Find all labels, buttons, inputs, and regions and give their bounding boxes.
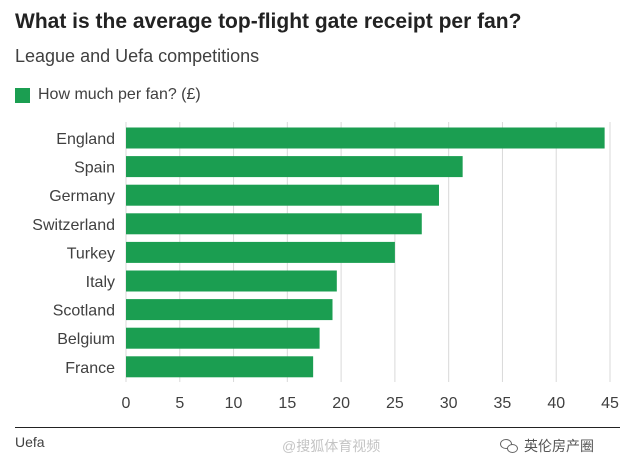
x-tick-label-45: 45 (601, 395, 619, 412)
category-label-germany: Germany (49, 188, 115, 205)
bar-france (126, 356, 314, 378)
category-label-italy: Italy (86, 274, 115, 291)
x-tick-label-35: 35 (494, 395, 512, 412)
bar-belgium (126, 327, 320, 349)
wechat-icon (500, 439, 518, 453)
chart-legend: How much per fan? (£) (15, 86, 201, 104)
category-label-spain: Spain (74, 160, 115, 177)
x-tick-label-20: 20 (332, 395, 350, 412)
x-tick-label-25: 25 (386, 395, 404, 412)
x-tick-label-15: 15 (278, 395, 296, 412)
bar-turkey (126, 241, 395, 263)
chart-title: What is the average top-flight gate rece… (15, 10, 522, 33)
category-label-france: France (65, 360, 115, 377)
bar-italy (126, 270, 337, 292)
category-label-switzerland: Switzerland (32, 217, 115, 234)
watermark-right-label: 英伦房产圈 (524, 438, 594, 454)
x-tick-label-10: 10 (225, 395, 243, 412)
legend-swatch (15, 87, 30, 103)
bar-scotland (126, 299, 333, 321)
bar-switzerland (126, 213, 422, 235)
bar-england (126, 127, 605, 149)
watermark-right: 英伦房产圈 (500, 436, 594, 456)
category-label-belgium: Belgium (57, 331, 115, 348)
x-tick-label-5: 5 (175, 395, 184, 412)
footer-divider (15, 427, 620, 428)
category-label-scotland: Scotland (53, 303, 115, 320)
x-tick-label-30: 30 (440, 395, 458, 412)
category-label-turkey: Turkey (67, 245, 115, 262)
bar-germany (126, 184, 439, 206)
category-label-england: England (56, 131, 115, 148)
x-tick-label-40: 40 (547, 395, 565, 412)
legend-label: How much per fan? (£) (38, 86, 201, 103)
watermark-center: @搜狐体育视频 (282, 438, 381, 454)
bar-spain (126, 156, 463, 178)
source-label: Uefa (15, 434, 45, 450)
chart-subtitle: League and Uefa competitions (15, 46, 260, 66)
x-tick-label-0: 0 (122, 395, 131, 412)
